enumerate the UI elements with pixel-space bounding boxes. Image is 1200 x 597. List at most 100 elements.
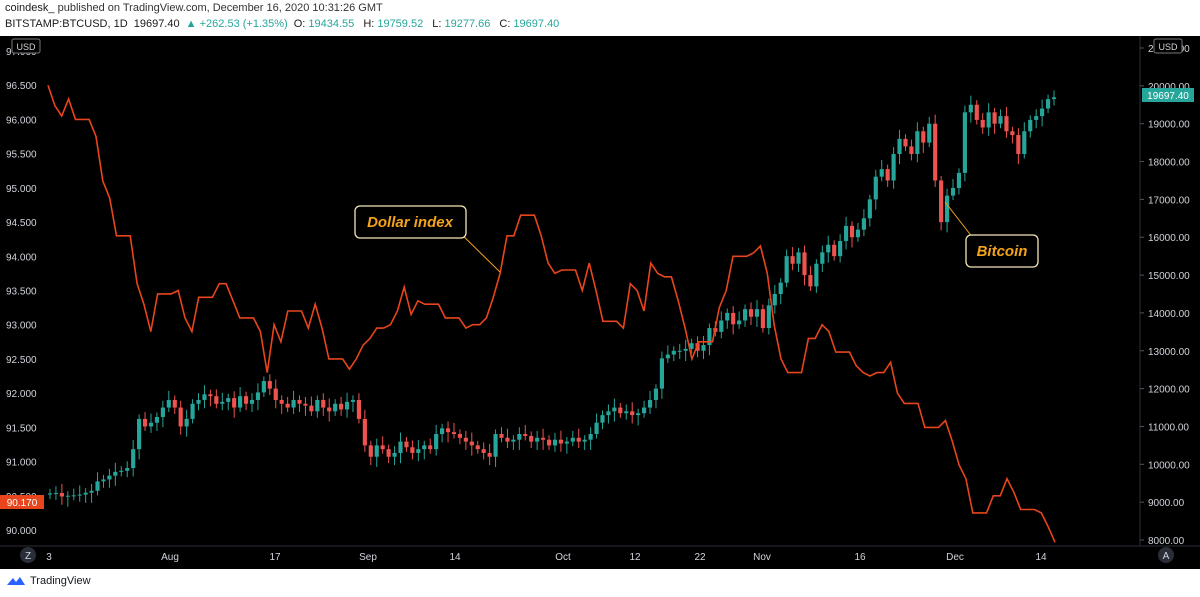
candle — [998, 109, 1003, 129]
candle — [962, 105, 967, 182]
candle — [321, 393, 326, 416]
auto-scale-left-button[interactable]: Z — [20, 547, 36, 563]
candle — [1040, 99, 1045, 127]
candle — [808, 265, 813, 291]
candle — [178, 400, 183, 435]
candle — [166, 390, 171, 413]
time-axis-tick: 22 — [694, 552, 706, 563]
dollar-callout-box[interactable] — [354, 205, 467, 239]
symbol-label[interactable]: BITSTAMP:BTCUSD, 1D — [5, 18, 128, 30]
candle — [742, 304, 748, 327]
candle — [630, 402, 635, 424]
candle — [59, 483, 64, 505]
candle — [719, 311, 724, 339]
candle — [754, 300, 760, 327]
candle — [350, 395, 356, 413]
candle — [1022, 122, 1027, 159]
time-axis-tick: Oct — [555, 552, 571, 563]
footer: TradingView — [0, 569, 1200, 597]
candle — [374, 438, 379, 467]
candle — [475, 440, 480, 454]
time-axis-tick: 17 — [269, 552, 281, 563]
candle — [784, 249, 789, 288]
candle — [214, 389, 219, 409]
candle — [832, 240, 837, 261]
candle — [410, 440, 415, 460]
candle — [344, 392, 350, 418]
candle — [279, 395, 284, 414]
candle — [101, 474, 106, 488]
candle — [65, 491, 70, 507]
right-price-axis[interactable]: 21000.0020000.0019000.0018000.0017000.00… — [1139, 36, 1190, 547]
candle — [196, 393, 201, 411]
candle — [677, 343, 682, 360]
open-label: O: 19434.55 — [293, 18, 355, 30]
right-axis-tick: 17000.00 — [1148, 195, 1190, 206]
tradingview-logo-icon — [7, 577, 25, 585]
candle — [778, 278, 783, 305]
left-unit-badge[interactable]: USD — [11, 38, 41, 54]
candle — [582, 435, 587, 450]
svg-text:19697.40: 19697.40 — [1147, 91, 1189, 102]
candle — [481, 442, 486, 460]
candle — [843, 216, 849, 250]
candle — [909, 139, 914, 161]
candle — [731, 306, 736, 335]
candle — [570, 431, 575, 447]
bitcoin-callout-text: Bitcoin — [977, 243, 1028, 260]
candle — [53, 486, 59, 500]
candle — [386, 444, 391, 464]
left-axis-tick: 95.000 — [6, 184, 37, 195]
publisher-line: coindesk_ published on TradingView.com, … — [5, 2, 383, 14]
left-axis-tick: 91.000 — [6, 458, 37, 469]
right-unit-badge[interactable]: USD — [1153, 38, 1183, 54]
candle — [535, 431, 540, 450]
candle — [249, 393, 255, 413]
candle — [220, 392, 225, 411]
candle — [154, 412, 160, 432]
candle — [77, 485, 82, 502]
candle — [493, 429, 498, 467]
candle — [243, 391, 249, 411]
candle — [362, 409, 367, 452]
candle — [891, 147, 896, 189]
candle — [933, 114, 938, 187]
candle — [499, 427, 504, 443]
candle — [986, 103, 991, 136]
candle — [618, 402, 623, 418]
tradingview-logo-text: TradingView — [30, 575, 91, 587]
candle — [131, 440, 136, 477]
candle — [820, 245, 825, 273]
candle — [172, 395, 177, 414]
candle — [968, 95, 973, 123]
candle — [689, 338, 694, 354]
dollar-index-line — [47, 84, 1056, 543]
bitcoin-callout-box[interactable] — [965, 234, 1039, 268]
time-axis[interactable]: 3 Aug 17 Sep 14 Oct 12 22 Nov 16 Dec 14 Z A — [0, 545, 1200, 563]
candle — [873, 169, 878, 210]
candle — [974, 100, 979, 125]
right-axis-tick: 12000.00 — [1148, 385, 1190, 396]
chart-area[interactable]: 97.00096.50096.00095.50095.00094.50094.0… — [0, 36, 1200, 569]
publisher-name[interactable]: coindesk_ — [5, 2, 55, 14]
candle — [505, 428, 510, 449]
chart-svg[interactable]: 97.00096.50096.00095.50095.00094.50094.0… — [0, 36, 1200, 569]
candle — [576, 428, 581, 449]
candle — [802, 245, 807, 286]
candle — [838, 234, 843, 263]
svg-text:USD: USD — [1158, 42, 1178, 52]
candle — [440, 423, 445, 443]
time-axis-tick: 16 — [854, 552, 866, 563]
auto-scale-right-button[interactable]: A — [1158, 547, 1174, 563]
left-price-axis[interactable]: 97.00096.50096.00095.50095.00094.50094.0… — [6, 47, 37, 537]
candle — [469, 432, 474, 456]
candle — [445, 421, 451, 443]
candle — [636, 408, 641, 426]
tradingview-logo[interactable]: TradingView — [6, 575, 91, 587]
candle — [558, 430, 563, 452]
left-axis-tick: 94.500 — [6, 218, 37, 229]
svg-text:90.170: 90.170 — [7, 498, 38, 509]
published-text: published on TradingView.com, December 1… — [57, 2, 383, 14]
left-axis-tick: 93.000 — [6, 321, 37, 332]
candle — [380, 436, 385, 454]
